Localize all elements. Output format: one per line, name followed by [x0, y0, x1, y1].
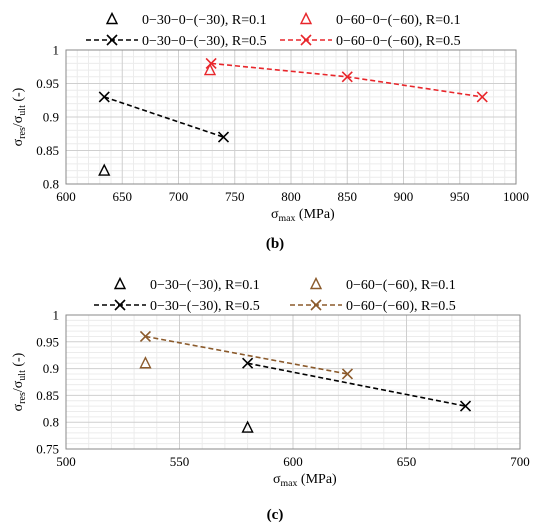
data-point: [476, 91, 488, 103]
plot-frame: [65, 49, 517, 185]
legend-item: 0−60−(−60), R=0.1: [309, 276, 456, 293]
legend-item: 0−30−0−(−30), R=0.1: [105, 11, 267, 28]
legend-label: 0−30−0−(−30), R=0.1: [142, 13, 267, 28]
svg-text:σres/σult (-): σres/σult (-): [11, 352, 28, 411]
grid: [65, 49, 517, 185]
y-axis-title: σres/σult (-): [11, 87, 28, 146]
x-tick-label: 500: [56, 454, 76, 469]
data-point: [205, 57, 217, 69]
legend: 0−30−(−30), R=0.1 0−60−(−60), R=0.1 0−30−(…: [94, 276, 456, 314]
series-1: [98, 163, 111, 176]
x-tick-label: 800: [281, 189, 301, 204]
legend-item: 0−60−0−(−60), R=0.5: [280, 34, 461, 49]
legend-marker: [300, 34, 312, 46]
data-point: [203, 63, 217, 76]
legend-marker: [309, 276, 323, 290]
x-tick-label: 550: [170, 454, 190, 469]
x-tick-label: 650: [397, 454, 417, 469]
x-tick-label: 650: [113, 189, 133, 204]
series-4: [139, 330, 354, 380]
legend-label: 0−60−0−(−60), R=0.1: [336, 13, 461, 28]
data-point: [98, 163, 111, 176]
data-point: [139, 330, 152, 343]
x-tick-label: 700: [169, 189, 189, 204]
y-axis-title: σres/σult (-): [11, 352, 28, 411]
legend-label: 0−60−(−60), R=0.5: [346, 299, 456, 314]
y-tick-label: 0.8: [43, 177, 59, 192]
x-axis-title: σmax (MPa): [273, 472, 337, 489]
chart-panel-c: 500 550 600 650 700 0.75 0.8 0.85 0.9 0.95 1 σmax (…: [11, 276, 530, 489]
y-tick-label: 0.95: [36, 334, 59, 349]
series-line: [247, 362, 466, 407]
legend-label: 0−30−(−30), R=0.1: [150, 278, 260, 293]
legend-label: 0−60−(−60), R=0.1: [346, 278, 456, 293]
y-tick-label: 0.85: [36, 143, 59, 158]
legend-label: 0−30−0−(−30), R=0.5: [142, 34, 267, 49]
x-tick-label: 600: [56, 189, 76, 204]
series-4: [205, 57, 488, 103]
y-tick-label: 0.75: [36, 442, 59, 457]
legend-item: 0−30−(−30), R=0.5: [94, 299, 260, 314]
x-tick-label: 1000: [503, 189, 529, 204]
legend-item: 0−30−0−(−30), R=0.5: [86, 34, 267, 49]
data-point: [459, 400, 472, 412]
data-point: [139, 356, 152, 369]
legend-item: 0−30−(−30), R=0.1: [113, 276, 260, 293]
y-tick-label: 1: [53, 43, 60, 58]
legend-marker: [105, 11, 119, 25]
chart-panel-b: 600 650 700 750 800 850 900 950 1000 0.8 0.85 0.9 0.…: [11, 11, 529, 224]
x-tick-label: 750: [225, 189, 245, 204]
series-3: [242, 357, 472, 412]
x-tick-label: 850: [338, 189, 358, 204]
panel-label-c: (c): [266, 507, 284, 523]
x-tick-label: 600: [283, 454, 303, 469]
x-tick-label: 900: [394, 189, 414, 204]
data-point: [341, 368, 354, 380]
x-tick-label: 700: [510, 454, 530, 469]
data-point: [341, 71, 353, 83]
legend-marker: [113, 276, 127, 290]
y-tick-label: 0.8: [43, 415, 59, 430]
legend-marker: [106, 34, 118, 46]
legend-item: 0−60−(−60), R=0.5: [290, 299, 456, 314]
legend-marker: [310, 299, 322, 311]
y-tick-label: 0.9: [43, 361, 59, 376]
x-axis-title: σmax (MPa): [271, 207, 335, 224]
series-line: [211, 62, 483, 98]
x-tick-label: 950: [450, 189, 470, 204]
legend-item: 0−60−0−(−60), R=0.1: [299, 11, 461, 28]
series-line: [145, 335, 348, 375]
grid: [65, 314, 521, 450]
data-point: [241, 420, 254, 433]
data-point: [242, 357, 254, 369]
series-2: [139, 356, 152, 369]
data-point: [98, 91, 110, 103]
legend-marker: [114, 299, 126, 311]
series-2: [203, 63, 217, 76]
series-line: [103, 96, 224, 138]
panel-label-b: (b): [265, 236, 285, 252]
series-1: [241, 420, 254, 433]
series-3: [98, 91, 230, 143]
svg-text:σres/σult (-): σres/σult (-): [11, 87, 28, 146]
data-point: [217, 131, 230, 143]
y-tick-label: 0.9: [43, 110, 59, 125]
legend: 0−30−0−(−30), R=0.1 0−60−0−(−60), R=0.1 0−…: [86, 11, 461, 49]
y-tick-label: 0.85: [36, 388, 59, 403]
y-tick-label: 1: [53, 308, 60, 323]
y-tick-label: 0.95: [36, 76, 59, 91]
legend-marker: [299, 11, 313, 25]
legend-label: 0−30−(−30), R=0.5: [150, 299, 260, 314]
legend-label: 0−60−0−(−60), R=0.5: [336, 34, 461, 49]
plot-frame: [65, 314, 521, 450]
